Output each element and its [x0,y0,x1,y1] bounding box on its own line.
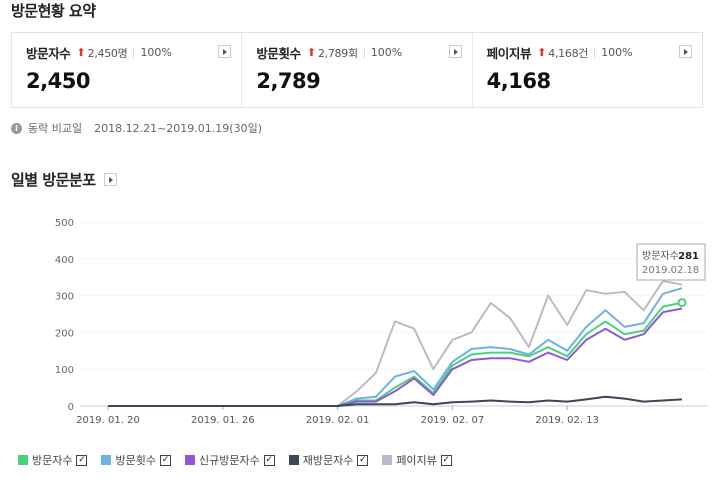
legend-swatch [18,455,28,465]
summary-title: 방문현황 요약 [11,2,96,20]
expand-button[interactable] [448,45,462,58]
card-compare: 2,789회 [317,46,358,60]
y-tick-label: 400 [55,255,74,266]
play-icon [453,48,458,55]
x-tick-label: 2019. 02. 07 [421,415,485,426]
x-tick-label: 2019. 01. 26 [191,415,255,426]
card-visits[interactable]: 방문횟수 ⬆ 2,789회 100% 2,789 [242,33,473,107]
chart-legend: 방문자수 ✓ 방문횟수 ✓ 신규방문자수 ✓ 재방문자수 ✓ 페이지뷰 ✓ [18,452,452,468]
x-tick-label: 2019. 02. 01 [306,415,370,426]
card-label: 방문자수 [26,46,71,61]
play-icon [108,176,113,183]
summary-cards: 방문자수 ⬆ 2,450명 100% 2,450 방문횟수 ⬆ 2,789회 1… [11,32,703,108]
legend-label: 방문자수 [32,454,73,467]
up-arrow-icon: ⬆ [76,46,86,59]
up-arrow-icon: ⬆ [306,46,316,59]
daily-title-text: 일별 방문분포 [11,171,96,189]
legend-swatch [382,455,393,465]
card-value: 2,450 [26,69,90,93]
y-tick-label: 200 [55,328,74,339]
note-range: 2018.12.21~2019.01.19(30일) [94,122,262,135]
divider [363,47,365,58]
tooltip-date: 2019.02.18 [642,265,699,276]
x-tick-label: 2019. 01. 20 [76,415,140,426]
tooltip-value: 281 [678,251,699,262]
expand-button[interactable] [103,173,117,186]
legend-checkbox[interactable]: ✓ [159,454,171,466]
legend-checkbox[interactable]: ✓ [440,454,452,466]
daily-line-chart[interactable]: 0 100 200 300 400 500 2019. 01. 20 2019. 01. 26… [0,200,720,430]
daily-title: 일별 방문분포 [11,169,117,190]
legend-label: 재방문자수 [302,454,354,467]
x-tick-label: 2019. 02. 13 [535,415,599,426]
legend-checkbox[interactable]: ✓ [263,454,275,466]
legend-swatch [101,455,112,465]
info-icon: i [11,122,22,134]
tooltip-series: 방문자수 [642,250,679,262]
y-tick-label: 0 [68,402,74,413]
tooltip-box [636,243,706,281]
card-label: 방문횟수 [256,46,301,61]
legend-label: 신규방문자수 [198,454,260,467]
y-tick-label: 500 [55,218,74,229]
compare-note: i 동락 비교일 2018.12.21~2019.01.19(30일) [11,120,262,136]
card-compare: 4,168건 [548,46,589,60]
card-pageviews[interactable]: 페이지뷰 ⬆ 4,168건 100% 4,168 [473,33,702,107]
highlight-point [677,298,687,308]
legend-label: 페이지뷰 [396,454,437,467]
y-tick-label: 100 [55,365,74,376]
note-label: 동락 비교일 [28,122,83,135]
card-percent: 100% [140,46,172,59]
legend-swatch [288,455,299,465]
legend-checkbox[interactable]: ✓ [357,454,369,466]
legend-item[interactable]: 신규방문자수 ✓ [184,452,275,468]
legend-swatch [184,455,195,465]
card-compare: 2,450명 [87,46,128,60]
up-arrow-icon: ⬆ [537,46,547,59]
card-value: 2,789 [256,69,321,93]
expand-button[interactable] [218,45,232,58]
series-line [108,395,683,407]
play-icon [683,48,688,55]
legend-item[interactable]: 페이지뷰 ✓ [382,452,452,468]
legend-checkbox[interactable]: ✓ [76,454,88,466]
card-percent: 100% [601,46,633,59]
legend-item[interactable]: 재방문자수 ✓ [288,452,369,468]
legend-label: 방문횟수 [115,454,156,467]
card-percent: 100% [370,46,403,59]
legend-item[interactable]: 방문자수 ✓ [18,452,88,468]
play-icon [223,48,228,55]
y-tick-label: 300 [55,292,74,303]
card-visitors[interactable]: 방문자수 ⬆ 2,450명 100% 2,450 [12,33,243,107]
expand-button[interactable] [678,45,692,58]
divider [133,47,135,58]
legend-item[interactable]: 방문횟수 ✓ [101,452,171,468]
card-value: 4,168 [486,69,551,93]
card-label: 페이지뷰 [486,46,532,61]
divider [594,47,596,58]
